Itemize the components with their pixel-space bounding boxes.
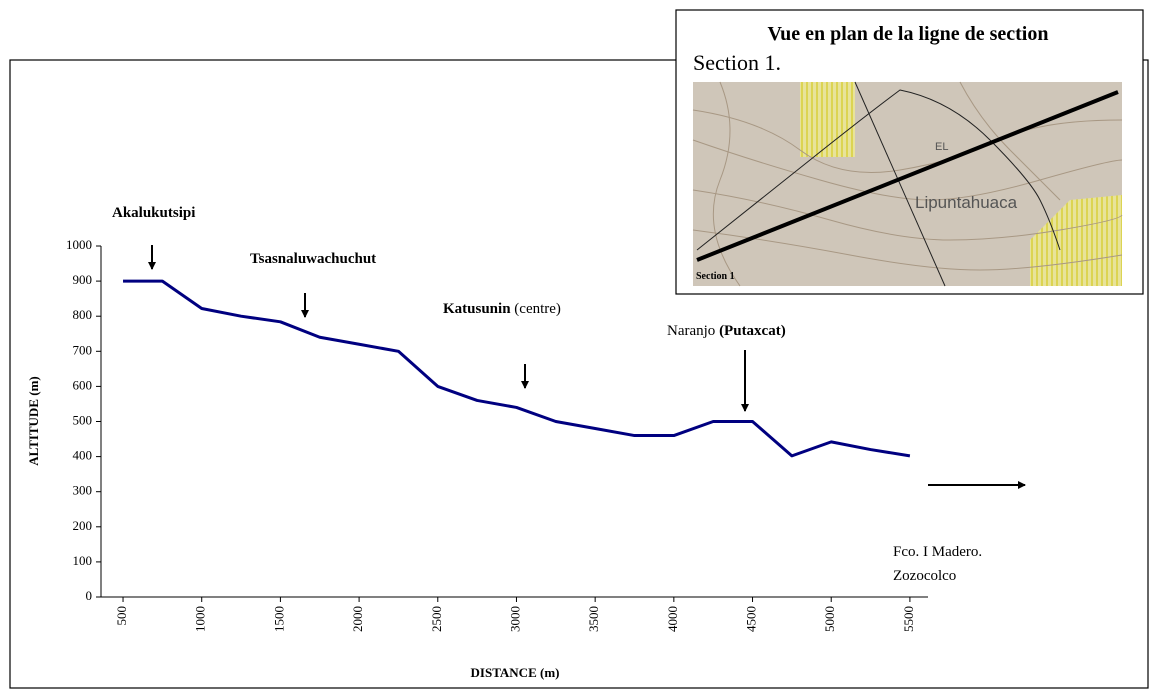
annotation: Tsasnaluwachuchut (250, 251, 376, 267)
annotation-normal: (centre) (511, 301, 561, 317)
annotation-bold: Tsasnaluwachuchut (250, 251, 376, 267)
page: ALTITUDE (m) DISTANCE (m) Akalukutsipi Ts… (0, 0, 1154, 693)
annotation: Katusunin (centre) (443, 301, 561, 317)
y-tick-label: 1000 (66, 237, 92, 252)
map-label: Lipuntahuaca (915, 193, 1018, 212)
map-label: Section 1 (696, 271, 735, 282)
x-tick-label: 2500 (429, 606, 444, 632)
y-tick-label: 0 (86, 588, 93, 603)
y-tick-label: 800 (73, 307, 93, 322)
x-tick-label: 500 (114, 606, 129, 626)
x-axis-title: DISTANCE (m) (471, 665, 560, 680)
x-tick-label: 3500 (586, 606, 601, 632)
y-tick-label: 400 (73, 448, 93, 463)
annotation-bold: (Putaxcat) (719, 323, 786, 339)
annotation-bold: Akalukutsipi (112, 205, 195, 221)
y-tick-label: 900 (73, 272, 93, 287)
annotation-text: Fco. I Madero. (893, 544, 982, 560)
x-tick-label: 1000 (193, 606, 208, 632)
annotation-normal: Naranjo (667, 323, 719, 339)
x-tick-label: 4500 (744, 606, 759, 632)
y-tick-label: 300 (73, 483, 93, 498)
x-tick-label: 5500 (901, 606, 916, 632)
annotation: Akalukutsipi (112, 205, 195, 221)
y-tick-label: 700 (73, 342, 93, 357)
annotation-bold: Katusunin (443, 301, 511, 317)
y-tick-label: 500 (73, 412, 93, 427)
x-tick-label: 4000 (665, 606, 680, 632)
inset-title: Vue en plan de la ligne de section (768, 23, 1049, 45)
y-tick-label: 100 (73, 553, 93, 568)
map: Lipuntahuaca EL Section 1 (693, 82, 1122, 286)
x-tick-label: 1500 (271, 606, 286, 632)
x-tick-label: 2000 (350, 606, 365, 632)
y-tick-label: 600 (73, 377, 93, 392)
x-tick-label: 5000 (822, 606, 837, 632)
map-label: EL (935, 141, 948, 153)
annotation-text: Zozocolco (893, 568, 956, 584)
y-axis-title: ALTITUDE (m) (26, 376, 41, 465)
annotation: Naranjo (Putaxcat) (667, 323, 786, 339)
y-tick-label: 200 (73, 518, 93, 533)
inset-subtitle: Section 1. (693, 50, 781, 75)
x-tick-label: 3000 (507, 606, 522, 632)
